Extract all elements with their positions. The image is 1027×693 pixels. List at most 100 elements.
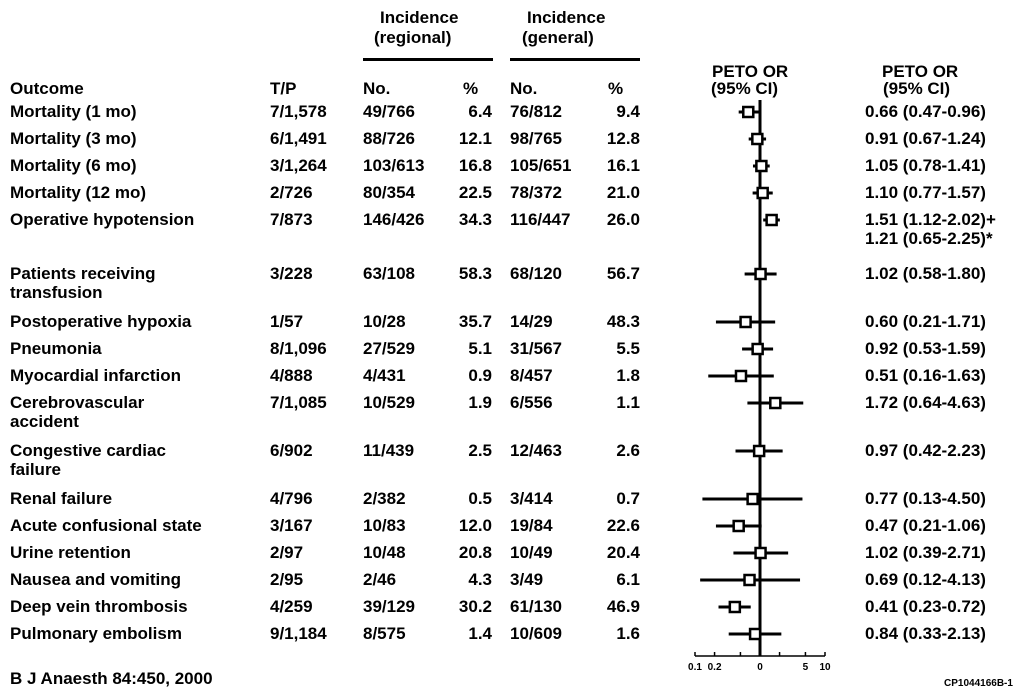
header-peto-plot-line2: (95% CI) xyxy=(711,79,779,98)
row-outcome-0: Mortality (1 mo) xyxy=(10,102,137,121)
row-regional-pct-9: 1.9 xyxy=(468,393,492,412)
row-regional-pct-7: 5.1 xyxy=(468,339,492,358)
row-regional-no-13: 10/48 xyxy=(363,543,406,562)
row-general-pct-10: 2.6 xyxy=(616,441,640,460)
row-or-text-3: 1.10 (0.77-1.57) xyxy=(865,183,986,202)
row-or-text-5: 1.02 (0.58-1.80) xyxy=(865,264,986,283)
row-regional-no-8: 4/431 xyxy=(363,366,406,385)
header-no-regional: No. xyxy=(363,79,391,98)
or-point-1 xyxy=(751,132,764,146)
row-tp-3: 2/726 xyxy=(270,183,313,202)
row-tp-15: 4/259 xyxy=(270,597,313,616)
row-outcome-1: Mortality (3 mo) xyxy=(10,129,137,148)
row-regional-no-9: 10/529 xyxy=(363,393,415,412)
row-or-text-10: 0.97 (0.42-2.23) xyxy=(865,441,986,460)
row-tp-12: 3/167 xyxy=(270,516,313,535)
row-or-text-13: 1.02 (0.39-2.71) xyxy=(865,543,986,562)
row-or-text-8: 0.51 (0.16-1.63) xyxy=(865,366,986,385)
row-outcome-8: Myocardial infarction xyxy=(10,366,181,385)
row-outcome-2: Mortality (6 mo) xyxy=(10,156,137,175)
row-or-text-11: 0.77 (0.13-4.50) xyxy=(865,489,986,508)
row-tp-5: 3/228 xyxy=(270,264,313,283)
row-general-no-16: 10/609 xyxy=(510,624,562,643)
row-or-text-14: 0.69 (0.12-4.13) xyxy=(865,570,986,589)
row-general-no-11: 3/414 xyxy=(510,489,553,508)
x-tick-label-2: 0 xyxy=(757,662,763,673)
row-general-no-7: 31/567 xyxy=(510,339,562,358)
header-pct-regional: % xyxy=(463,79,479,98)
row-outcome-15: Deep vein thrombosis xyxy=(10,597,188,616)
row-or-text-0: 0.66 (0.47-0.96) xyxy=(865,102,986,121)
header-incidence-regional-line2: (regional) xyxy=(374,28,452,47)
row-regional-no-12: 10/83 xyxy=(363,516,406,535)
row-general-pct-12: 22.6 xyxy=(606,516,640,535)
row-general-no-15: 61/130 xyxy=(510,597,562,616)
row-or-text-15: 0.41 (0.23-0.72) xyxy=(865,597,986,616)
row-regional-pct-4: 34.3 xyxy=(458,210,492,229)
row-or-text-4: 1.51 (1.12-2.02)+ xyxy=(865,210,996,229)
row-regional-pct-12: 12.0 xyxy=(458,516,492,535)
row-or-text-12: 0.47 (0.21-1.06) xyxy=(865,516,986,535)
row-general-pct-15: 46.9 xyxy=(606,597,640,616)
header-rule-regional xyxy=(363,58,493,61)
row-or-text-7: 0.92 (0.53-1.59) xyxy=(865,339,986,358)
row-general-no-3: 78/372 xyxy=(510,183,562,202)
row-general-no-1: 98/765 xyxy=(510,129,562,148)
row-regional-no-15: 39/129 xyxy=(363,597,415,616)
row-tp-6: 1/57 xyxy=(270,312,304,331)
x-tick-label-3: 5 xyxy=(803,662,809,673)
row-tp-9: 7/1,085 xyxy=(270,393,327,412)
row-outcome-16: Pulmonary embolism xyxy=(10,624,182,643)
row-regional-no-1: 88/726 xyxy=(363,129,415,148)
or-point-13 xyxy=(754,546,767,560)
or-point-12 xyxy=(732,519,745,533)
row-tp-2: 3/1,264 xyxy=(270,156,327,175)
row-outcome-10: Congestive cardiac xyxy=(10,441,166,460)
or-point-7 xyxy=(751,342,764,356)
row-regional-pct-10: 2.5 xyxy=(468,441,492,460)
row-regional-no-11: 2/382 xyxy=(363,489,406,508)
row-outcome-3: Mortality (12 mo) xyxy=(10,183,147,202)
row-general-pct-9: 1.1 xyxy=(616,393,640,412)
row-tp-7: 8/1,096 xyxy=(270,339,327,358)
row-regional-pct-8: 0.9 xyxy=(468,366,492,385)
row-general-pct-1: 12.8 xyxy=(606,129,640,148)
or-point-16 xyxy=(748,627,762,641)
row-outcome-14: Nausea and vomiting xyxy=(10,570,181,589)
row-regional-no-16: 8/575 xyxy=(363,624,406,643)
row-regional-no-4: 146/426 xyxy=(363,210,425,229)
row-general-pct-16: 1.6 xyxy=(616,624,640,643)
row-outcome-7: Pneumonia xyxy=(10,339,102,358)
row-regional-pct-5: 58.3 xyxy=(458,264,492,283)
header-pct-general: % xyxy=(608,79,624,98)
row-regional-pct-13: 20.8 xyxy=(458,543,492,562)
row-tp-8: 4/888 xyxy=(270,366,313,385)
row-regional-pct-14: 4.3 xyxy=(468,570,492,589)
row-general-no-13: 10/49 xyxy=(510,543,553,562)
row-tp-4: 7/873 xyxy=(270,210,313,229)
row-general-no-5: 68/120 xyxy=(510,264,562,283)
row-or-text-16: 0.84 (0.33-2.13) xyxy=(865,624,986,643)
row-tp-1: 6/1,491 xyxy=(270,129,327,148)
row-outcome-9-line2: accident xyxy=(10,412,79,431)
row-outcome-6: Postoperative hypoxia xyxy=(10,312,192,331)
row-regional-pct-16: 1.4 xyxy=(468,624,492,643)
header-incidence-general-line2: (general) xyxy=(522,28,594,47)
row-regional-pct-2: 16.8 xyxy=(458,156,492,175)
row-or-text-1: 0.91 (0.67-1.24) xyxy=(865,129,986,148)
row-outcome-11: Renal failure xyxy=(10,489,113,508)
row-regional-no-0: 49/766 xyxy=(363,102,415,121)
x-tick-label-0: 0.1 xyxy=(688,662,702,673)
row-general-no-9: 6/556 xyxy=(510,393,553,412)
or-point-14 xyxy=(743,573,756,587)
or-point-9 xyxy=(769,396,782,410)
row-general-pct-7: 5.5 xyxy=(616,339,640,358)
row-or-text-2: 1.05 (0.78-1.41) xyxy=(865,156,986,175)
header-incidence-regional-line1: Incidence xyxy=(380,8,459,27)
row-regional-pct-15: 30.2 xyxy=(458,597,492,616)
row-general-no-2: 105/651 xyxy=(510,156,572,175)
row-regional-no-7: 27/529 xyxy=(363,339,415,358)
x-tick-label-1: 0.2 xyxy=(708,662,722,673)
row-tp-0: 7/1,578 xyxy=(270,102,327,121)
